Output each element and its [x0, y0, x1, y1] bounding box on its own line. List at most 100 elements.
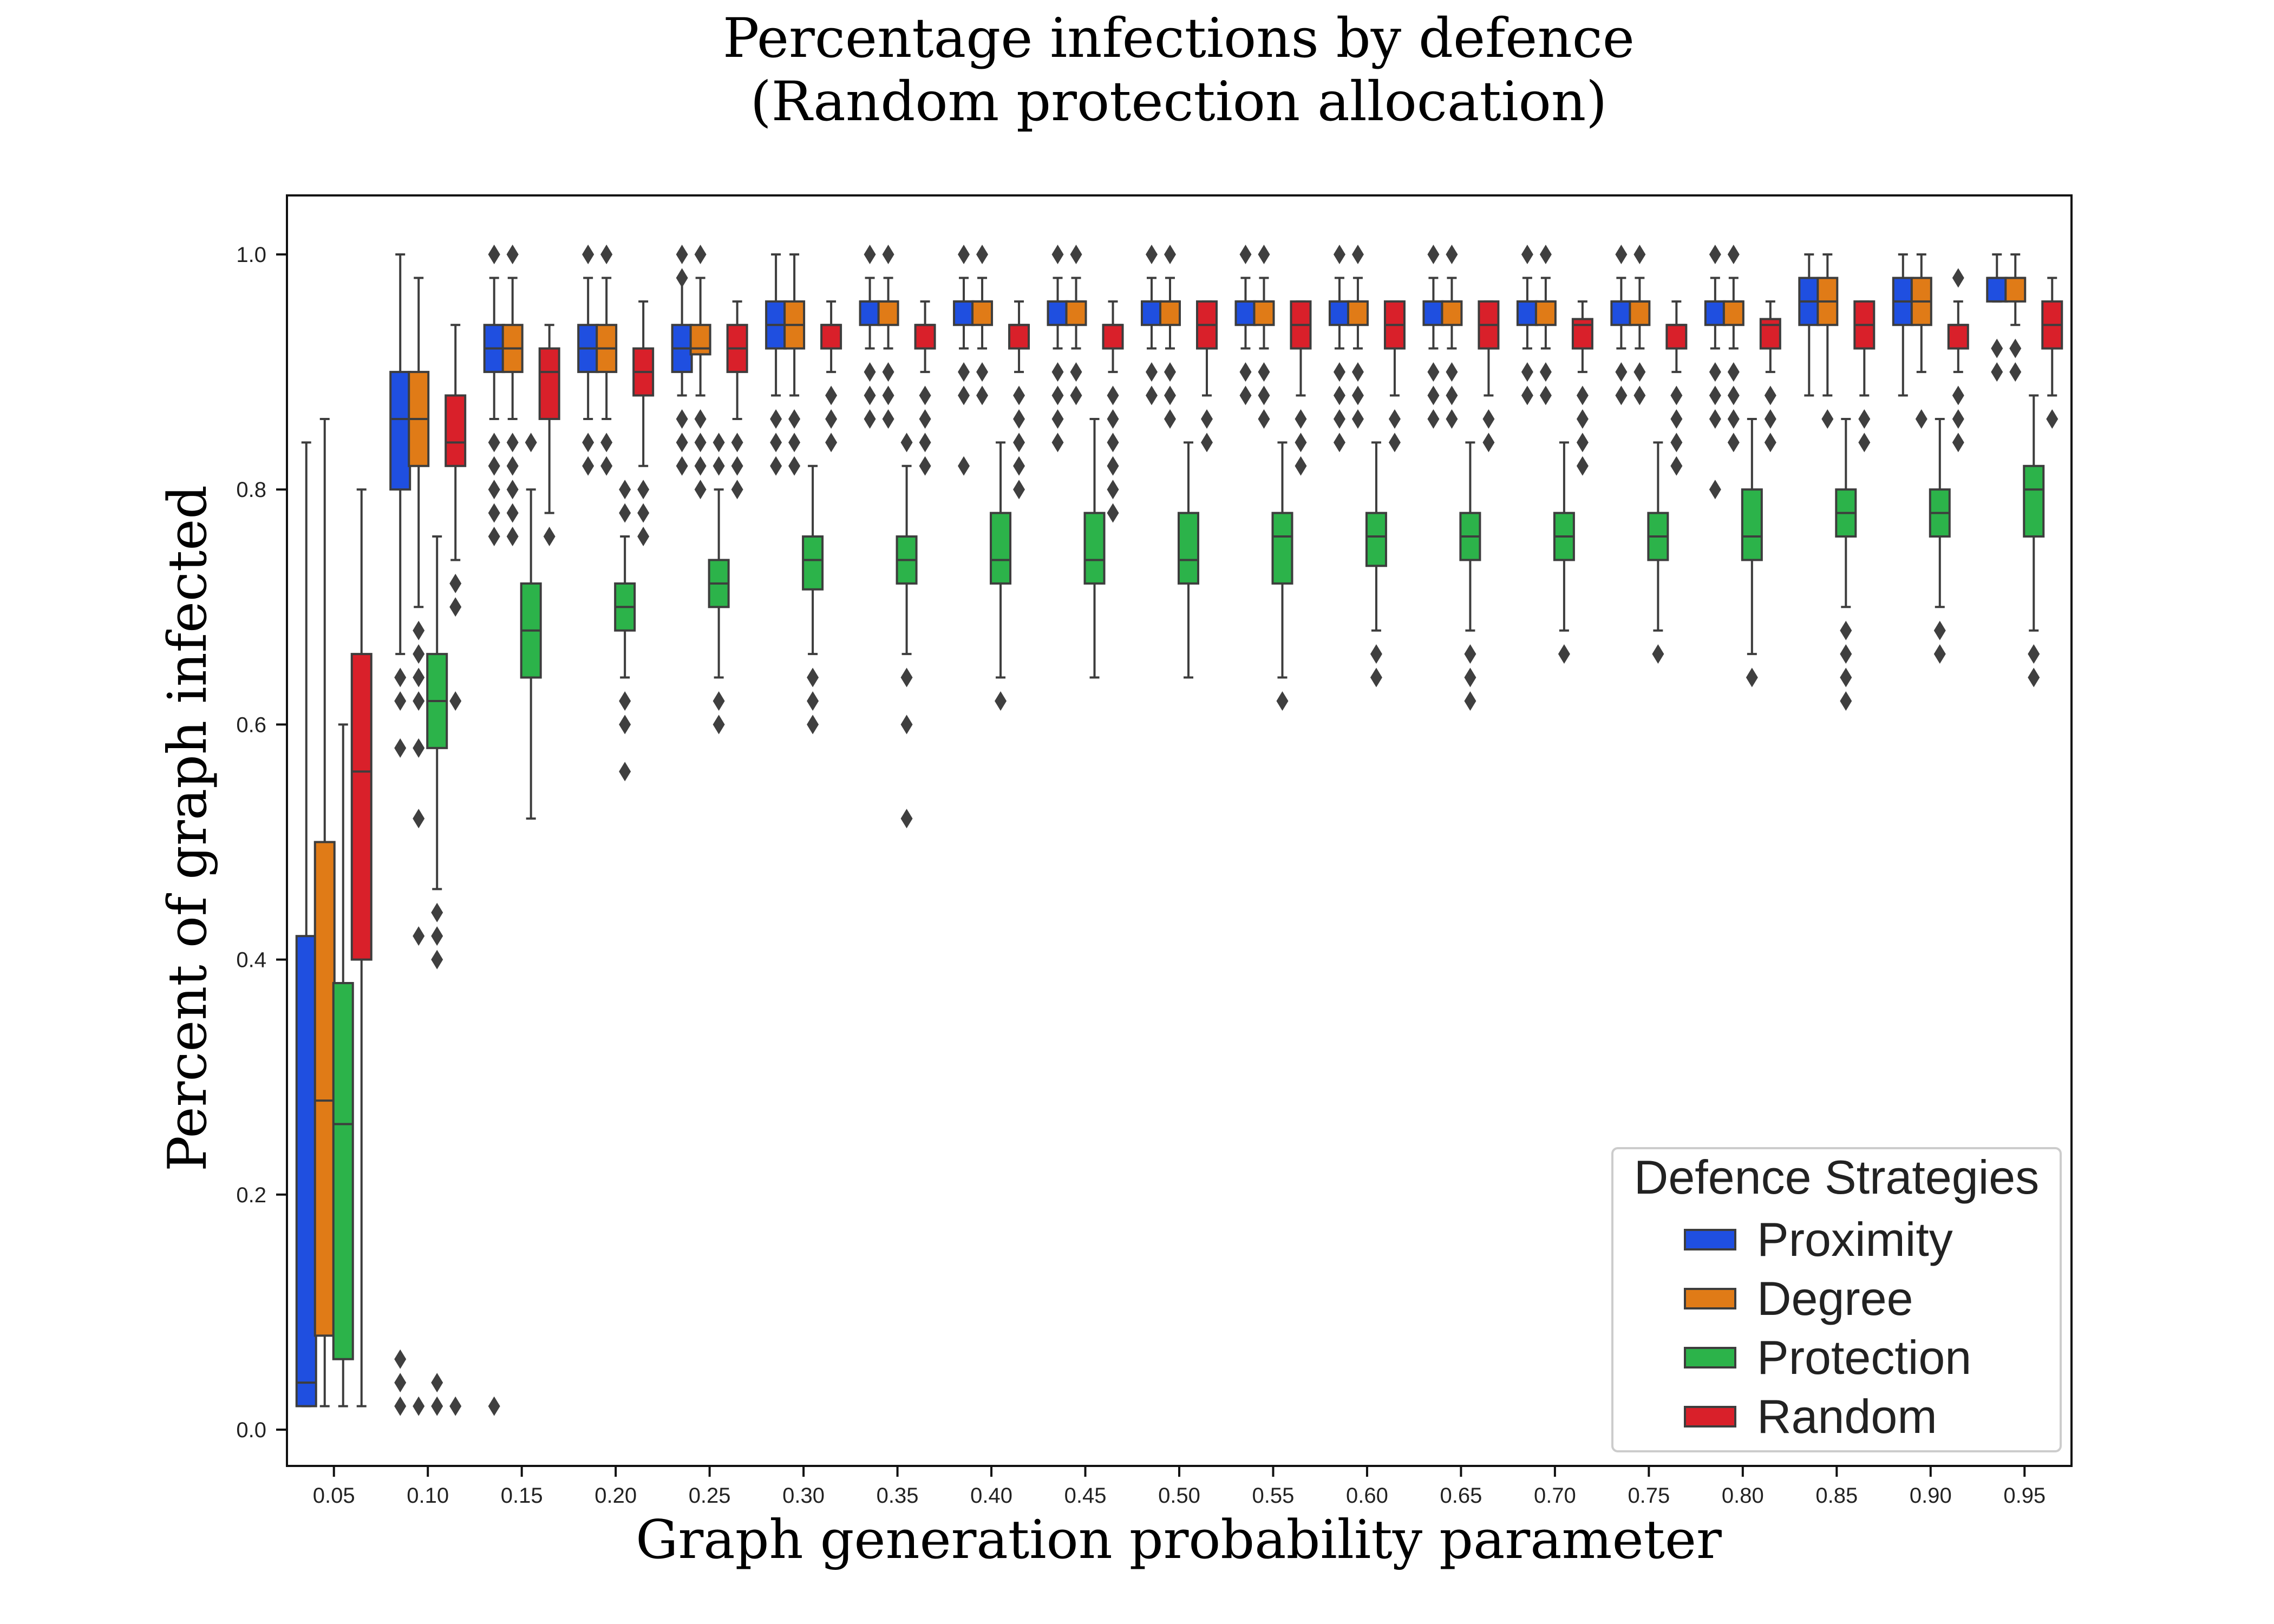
box-body — [990, 512, 1012, 585]
legend-item-proximity: Proximity — [1684, 1213, 1953, 1266]
box-proximity-0.90 — [1892, 253, 1914, 397]
outlier-point — [864, 409, 876, 429]
box-protection-0.30 — [802, 464, 824, 735]
box-body — [2004, 277, 2027, 303]
outlier-point — [1576, 433, 1589, 453]
box-random-0.30 — [820, 300, 842, 453]
outlier-point — [1539, 385, 1552, 405]
outlier-point — [1576, 385, 1589, 405]
legend-swatch — [1684, 1347, 1736, 1368]
box-degree-0.55 — [1253, 245, 1275, 429]
outlier-point — [619, 480, 631, 500]
outlier-point — [788, 433, 801, 453]
box-body — [1722, 300, 1744, 326]
outlier-point — [976, 362, 989, 382]
outlier-point — [1521, 362, 1533, 382]
box-body — [1571, 318, 1593, 350]
box-protection-0.35 — [896, 433, 918, 829]
outlier-point — [506, 456, 519, 476]
box-body — [1083, 512, 1106, 585]
outlier-point — [882, 385, 894, 405]
outlier-point — [413, 620, 425, 640]
outlier-point — [676, 268, 688, 288]
outlier-point — [506, 245, 519, 264]
box-body — [1441, 300, 1463, 326]
box-degree-0.10 — [408, 277, 430, 1416]
box-body — [1534, 300, 1557, 326]
box-protection-0.70 — [1553, 441, 1575, 664]
outlier-point — [449, 573, 462, 593]
box-body — [1704, 300, 1726, 326]
outlier-point — [1952, 268, 1964, 288]
outlier-point — [976, 385, 989, 405]
x-tick-label: 0.40 — [970, 1484, 1012, 1508]
outlier-point — [413, 1396, 425, 1416]
outlier-point — [431, 949, 443, 970]
box-degree-0.80 — [1722, 245, 1744, 453]
box-degree-0.95 — [2004, 253, 2027, 382]
box-proximity-0.20 — [577, 245, 599, 476]
box-proximity-0.95 — [1986, 253, 2008, 382]
outlier-point — [1615, 245, 1628, 264]
outlier-point — [1146, 245, 1158, 264]
outlier-point — [1952, 385, 1964, 405]
box-body — [1365, 512, 1387, 567]
outlier-point — [1670, 433, 1683, 453]
outlier-point — [1164, 245, 1176, 264]
legend-item-degree: Degree — [1684, 1272, 1913, 1325]
outlier-point — [713, 433, 725, 453]
outlier-point — [1764, 433, 1776, 453]
outlier-point — [1558, 644, 1570, 664]
box-body — [877, 300, 899, 326]
x-tick-label: 0.85 — [1815, 1484, 1858, 1508]
outlier-point — [1295, 409, 1307, 429]
outlier-point — [731, 433, 743, 453]
box-random-0.45 — [1102, 300, 1124, 523]
outlier-point — [413, 809, 425, 829]
x-tick-label: 0.10 — [407, 1484, 449, 1508]
outlier-point — [1952, 409, 1964, 429]
box-degree-0.90 — [1910, 253, 1932, 429]
outlier-point — [1652, 644, 1664, 664]
legend-item-protection: Protection — [1684, 1331, 1971, 1384]
outlier-point — [1633, 385, 1646, 405]
outlier-point — [582, 456, 594, 476]
outlier-point — [1370, 667, 1382, 687]
chart-title-line-1: Percentage infections by defence — [723, 6, 1635, 70]
plot-area — [295, 245, 2063, 1416]
box-degree-0.75 — [1629, 245, 1651, 405]
outlier-point — [825, 385, 838, 405]
outlier-point — [864, 385, 876, 405]
outlier-point — [1051, 433, 1064, 453]
outlier-point — [1388, 409, 1401, 429]
outlier-point — [1952, 433, 1964, 453]
outlier-point — [1727, 409, 1740, 429]
outlier-point — [1295, 456, 1307, 476]
outlier-point — [1333, 409, 1345, 429]
box-body — [332, 982, 354, 1360]
outlier-point — [807, 667, 819, 687]
outlier-point — [900, 667, 913, 687]
box-degree-0.40 — [971, 245, 994, 405]
outlier-point — [694, 409, 707, 429]
box-random-0.20 — [632, 300, 655, 547]
outlier-point — [882, 409, 894, 429]
outlier-point — [919, 409, 931, 429]
outlier-point — [1239, 362, 1252, 382]
box-body — [1234, 300, 1257, 326]
box-body — [1328, 300, 1350, 326]
box-body — [802, 535, 824, 591]
box-body — [1629, 300, 1651, 326]
outlier-point — [1709, 245, 1721, 264]
box-random-0.90 — [1947, 268, 1969, 453]
box-protection-0.75 — [1647, 441, 1669, 664]
box-random-0.15 — [538, 324, 560, 547]
outlier-point — [600, 245, 613, 264]
box-random-0.80 — [1759, 300, 1781, 453]
outlier-point — [1670, 385, 1683, 405]
outlier-point — [770, 409, 782, 429]
outlier-point — [1013, 433, 1025, 453]
outlier-point — [1333, 433, 1345, 453]
outlier-point — [637, 503, 650, 523]
